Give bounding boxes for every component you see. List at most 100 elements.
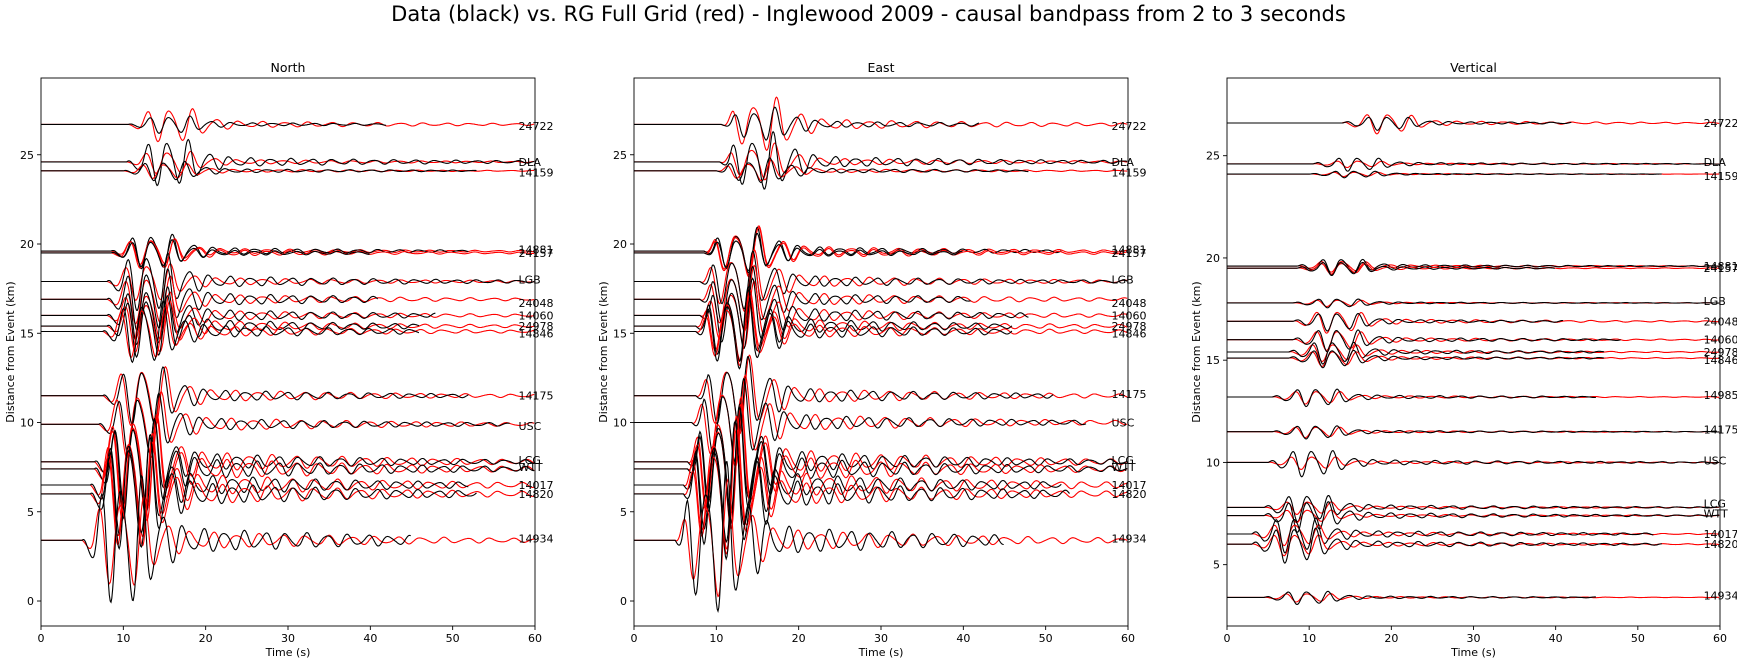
y-tick-label: 10 xyxy=(613,417,627,430)
synthetic-trace-14846 xyxy=(41,305,535,358)
y-tick-label: 10 xyxy=(1206,456,1220,469)
x-axis-label: Time (s) xyxy=(265,646,311,659)
data-trace-LGB xyxy=(634,250,1128,310)
x-tick-label: 50 xyxy=(446,632,460,645)
synthetic-trace-14934 xyxy=(1227,593,1720,603)
station-label-WTT: WTT xyxy=(519,461,543,474)
synthetic-trace-24048 xyxy=(41,275,535,325)
data-trace-14017 xyxy=(41,433,469,536)
data-trace-24048 xyxy=(1227,313,1564,332)
data-trace-14159 xyxy=(634,157,1029,184)
station-label-LGB: LGB xyxy=(1112,274,1134,287)
data-trace-24722 xyxy=(634,106,980,141)
data-trace-USC xyxy=(634,378,1087,463)
x-tick-label: 60 xyxy=(528,632,542,645)
station-label-14175: 14175 xyxy=(1112,388,1147,401)
x-tick-label: 40 xyxy=(1549,632,1563,645)
station-label-24978: 24978 xyxy=(1112,320,1147,333)
data-trace-14060 xyxy=(41,286,436,346)
x-tick-label: 0 xyxy=(38,632,45,645)
x-tick-label: 20 xyxy=(792,632,806,645)
synthetic-trace-USC xyxy=(1227,456,1720,470)
synthetic-trace-24157 xyxy=(41,238,535,269)
data-trace-14881 xyxy=(1227,258,1720,276)
y-tick-label: 5 xyxy=(1213,559,1220,572)
synthetic-trace-14934 xyxy=(41,494,535,586)
station-label-14017: 14017 xyxy=(1112,479,1147,492)
synthetic-trace-14985 xyxy=(1227,391,1720,405)
synthetic-trace-LGB xyxy=(41,263,535,301)
y-tick-label: 20 xyxy=(1206,252,1220,265)
data-trace-14934 xyxy=(41,474,411,604)
x-tick-label: 30 xyxy=(281,632,295,645)
y-tick-label: 25 xyxy=(1206,150,1220,163)
synthetic-trace-14846 xyxy=(634,294,1128,366)
station-label-14175: 14175 xyxy=(519,390,554,403)
subplot-vertical: 24722DLA141591488124157LGB24048140602497… xyxy=(1190,60,1737,659)
y-tick-label: 15 xyxy=(613,327,627,340)
data-trace-24722 xyxy=(1227,116,1572,131)
synthetic-trace-USC xyxy=(634,374,1128,468)
traces xyxy=(41,108,535,604)
x-tick-label: 30 xyxy=(1467,632,1481,645)
data-trace-USC xyxy=(41,392,510,456)
station-label-14060: 14060 xyxy=(519,309,554,322)
subplot-title: North xyxy=(271,60,306,75)
y-axis-label: Distance from Event (km) xyxy=(4,281,17,422)
station-label-14159: 14159 xyxy=(1112,167,1147,180)
data-trace-24048 xyxy=(634,265,971,329)
data-trace-WTT xyxy=(41,417,535,520)
x-tick-label: 50 xyxy=(1631,632,1645,645)
synthetic-trace-14017 xyxy=(41,433,535,538)
station-label-24722: 24722 xyxy=(1112,120,1147,133)
data-trace-14159 xyxy=(41,160,477,182)
synthetic-trace-WTT xyxy=(634,403,1128,531)
x-axis-label: Time (s) xyxy=(1450,646,1496,659)
x-tick-label: 60 xyxy=(1121,632,1135,645)
data-trace-DLA xyxy=(1227,157,1720,172)
traces xyxy=(1227,114,1720,605)
y-tick-label: 20 xyxy=(20,238,34,251)
y-tick-label: 15 xyxy=(1206,354,1220,367)
data-trace-24157 xyxy=(634,233,963,272)
y-tick-label: 15 xyxy=(20,327,34,340)
data-trace-24978 xyxy=(41,294,420,359)
y-tick-label: 10 xyxy=(20,417,34,430)
figure-title: Data (black) vs. RG Full Grid (red) - In… xyxy=(391,2,1346,26)
synthetic-trace-24978 xyxy=(41,300,535,353)
x-tick-label: 10 xyxy=(116,632,130,645)
synthetic-trace-WTT xyxy=(1227,509,1720,524)
subplot-title: Vertical xyxy=(1450,60,1497,75)
data-trace-14985 xyxy=(1227,388,1596,408)
station-label-14820: 14820 xyxy=(1112,488,1147,501)
station-label-24157: 24157 xyxy=(519,247,554,260)
data-trace-14846 xyxy=(1227,349,1605,369)
station-label-14846: 14846 xyxy=(519,327,554,340)
data-trace-14881 xyxy=(41,233,469,270)
station-label-14934: 14934 xyxy=(519,533,554,546)
station-label-USC: USC xyxy=(519,420,542,433)
data-trace-24722 xyxy=(41,115,387,134)
data-trace-DLA xyxy=(634,130,1128,190)
x-axis-label: Time (s) xyxy=(858,646,904,659)
data-trace-DLA xyxy=(41,138,535,187)
x-tick-label: 20 xyxy=(199,632,213,645)
data-trace-14175 xyxy=(1227,425,1720,440)
station-label-LGB: LGB xyxy=(519,274,541,287)
data-trace-14159 xyxy=(1227,170,1662,179)
y-tick-label: 5 xyxy=(620,506,627,519)
x-tick-label: 10 xyxy=(709,632,723,645)
x-tick-label: 40 xyxy=(363,632,377,645)
synthetic-trace-24978 xyxy=(634,289,1128,361)
station-label-24722: 24722 xyxy=(519,120,554,133)
station-label-14060: 14060 xyxy=(1112,309,1147,322)
traces xyxy=(634,96,1128,613)
synthetic-trace-LCG xyxy=(1227,501,1720,515)
y-tick-label: 0 xyxy=(27,595,34,608)
data-trace-USC xyxy=(1227,449,1720,478)
synthetic-trace-14060 xyxy=(634,280,1128,349)
data-trace-24048 xyxy=(41,267,379,331)
station-label-14820: 14820 xyxy=(519,488,554,501)
